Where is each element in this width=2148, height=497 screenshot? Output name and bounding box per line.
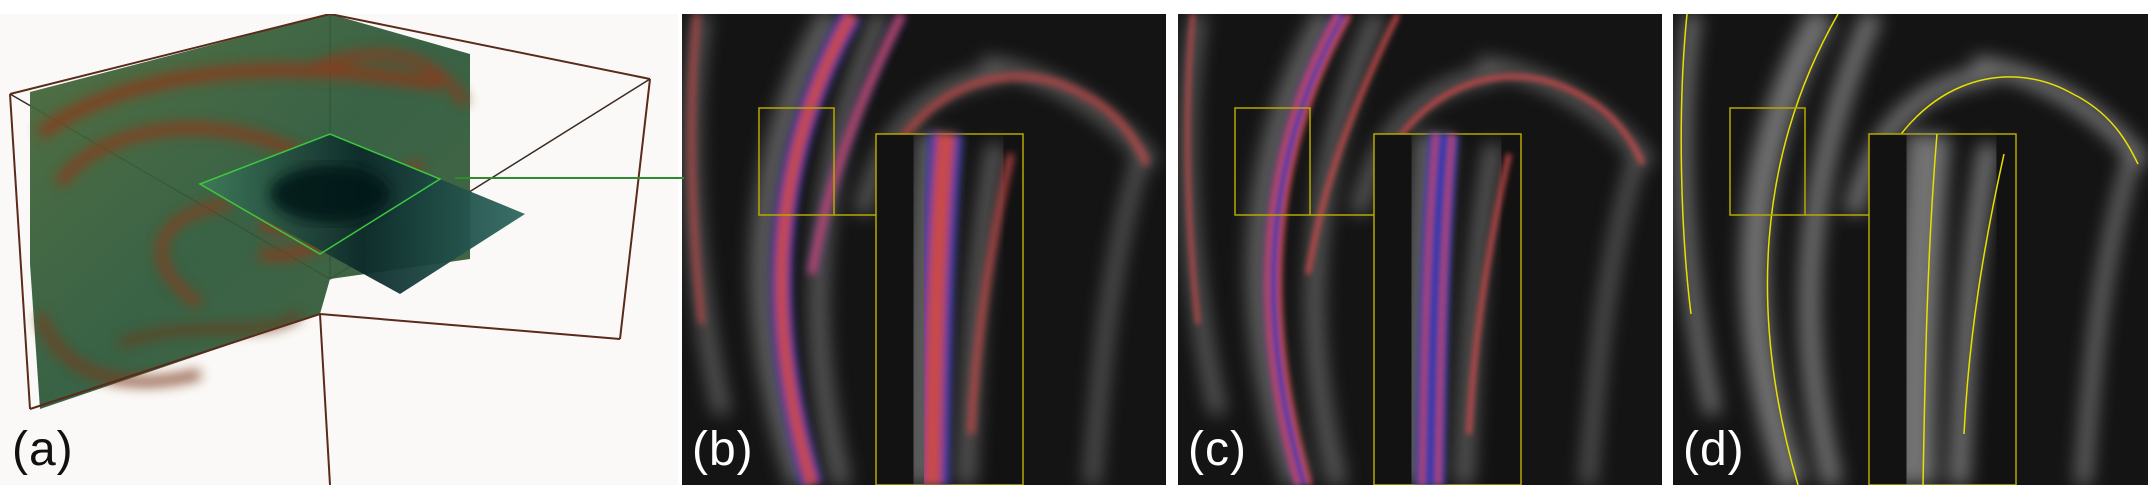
zoom-inset (1373, 132, 1522, 485)
bbox-edge (329, 14, 651, 80)
panel-label: (d) (1683, 423, 1745, 476)
ridge-image-b (682, 14, 1166, 485)
bbox-edge (9, 93, 31, 410)
panel-b-ridge-extraction: (b) (682, 14, 1166, 485)
panel-label: (c) (1188, 423, 1247, 476)
zoom-inset (875, 132, 1024, 485)
panel-a-volume-render: (a) (0, 14, 678, 485)
ridge-image-c (1178, 14, 1662, 485)
zoom-inset (1868, 132, 2017, 485)
volume-render-graphic (9, 14, 651, 485)
zoom-source-frame (758, 107, 835, 216)
panel-label: (b) (692, 423, 754, 476)
bbox-edge (319, 313, 621, 340)
bbox-edge (319, 313, 331, 485)
zoom-source-frame (1234, 107, 1311, 216)
zoom-source-frame (1729, 107, 1806, 216)
bbox-edge (9, 14, 331, 95)
panel-label: (a) (12, 423, 74, 476)
panel-c-ridge-extraction: (c) (1178, 14, 1662, 485)
bbox-edge (29, 313, 321, 410)
panel-d-ridge-lines: (d) (1673, 14, 2148, 485)
ridge-image-d (1673, 14, 2148, 485)
bbox-edge (619, 78, 651, 340)
